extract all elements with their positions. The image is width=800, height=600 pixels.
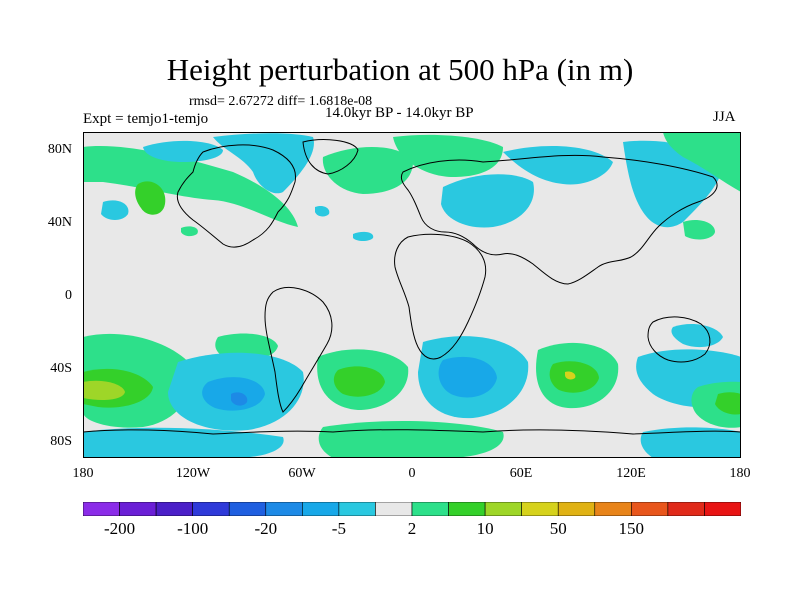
season-label: JJA xyxy=(713,109,736,125)
colorbar-swatch xyxy=(83,502,120,516)
anomaly-patch xyxy=(565,371,576,380)
lon-tick-label: 180 xyxy=(72,466,94,481)
colorbar-label: 150 xyxy=(618,519,645,538)
colorbar-label: -20 xyxy=(254,519,278,538)
lon-tick-label: 60E xyxy=(509,466,533,481)
lat-tick-label: 40S xyxy=(50,361,72,376)
period-label: 14.0kyr BP - 14.0kyr BP xyxy=(325,105,474,121)
colorbar-swatch xyxy=(119,502,157,516)
coastline-antarctica xyxy=(83,429,741,435)
anomaly-patch xyxy=(393,134,503,177)
experiment-label: Expt = temjo1-temjo xyxy=(83,111,209,127)
coastline-south-america xyxy=(264,287,333,413)
lat-tick-label: 40N xyxy=(47,215,72,230)
colorbar-swatch xyxy=(302,502,340,516)
lat-tick-label: 80S xyxy=(50,434,72,449)
anomaly-patch xyxy=(143,140,223,162)
anomaly-patch xyxy=(83,146,298,227)
colorbar-swatch xyxy=(594,502,632,516)
lon-tick-label: 120E xyxy=(616,466,646,481)
lon-tick-label: 0 xyxy=(408,466,416,481)
colorbar-swatch xyxy=(192,502,230,516)
rmsd-stats: rmsd= 2.67272 diff= 1.6818e-08 xyxy=(189,94,373,109)
anomaly-patches-north xyxy=(83,132,741,241)
colorbar-label: -5 xyxy=(331,519,346,538)
anomaly-patch xyxy=(715,392,741,415)
anomaly-patch xyxy=(318,420,504,458)
colorbar-swatch xyxy=(667,502,705,516)
coastline-north-america xyxy=(176,144,297,248)
coastline-africa xyxy=(394,233,487,360)
colorbar-swatch xyxy=(411,502,449,516)
colorbar xyxy=(83,502,741,516)
anomaly-patch xyxy=(181,226,198,237)
colorbar-swatch xyxy=(375,502,413,516)
colorbar-swatch xyxy=(521,502,559,516)
map-panel xyxy=(83,132,741,458)
anomaly-patch xyxy=(231,392,248,406)
lat-tick-label: 80N xyxy=(47,142,72,157)
anomaly-patch xyxy=(322,146,413,194)
colorbar-label: 2 xyxy=(407,519,417,538)
colorbar-swatch xyxy=(557,502,596,516)
map-title: Height perturbation at 500 hPa (in m) xyxy=(166,52,634,87)
colorbar-swatch xyxy=(704,502,741,516)
anomaly-patch xyxy=(213,133,314,194)
anomaly-patch xyxy=(663,132,741,192)
coastline-australia xyxy=(647,316,711,363)
anomaly-patch xyxy=(640,427,741,458)
anomaly-patch xyxy=(438,356,497,398)
lon-tick-label: 60W xyxy=(288,466,316,481)
map-frame xyxy=(83,132,741,458)
lon-tick-label: 120W xyxy=(175,466,211,481)
colorbar-label: -200 xyxy=(104,519,136,538)
colorbar-swatch xyxy=(631,502,669,516)
colorbar-swatch xyxy=(484,502,522,516)
colorbar-label: -100 xyxy=(177,519,209,538)
anomaly-patch xyxy=(83,427,284,458)
colorbar-swatch xyxy=(448,502,486,516)
anomaly-patch xyxy=(333,366,385,397)
anomaly-patch xyxy=(83,380,125,400)
anomaly-patch xyxy=(101,200,129,220)
lat-tick-label: 0 xyxy=(65,288,72,303)
coastline-greenland xyxy=(302,139,359,175)
anomaly-patch xyxy=(315,205,330,217)
anomaly-patch xyxy=(441,174,534,228)
colorbar-swatch xyxy=(228,502,267,516)
coastlines xyxy=(83,139,741,435)
colorbar-label: 50 xyxy=(549,519,567,538)
anomaly-patch xyxy=(135,181,166,215)
colorbar-label: 10 xyxy=(476,519,494,538)
lon-tick-label: 180 xyxy=(729,466,751,481)
anomaly-patches-south xyxy=(83,323,741,458)
colorbar-swatch xyxy=(265,502,303,516)
colorbar-swatch xyxy=(155,502,193,516)
anomaly-patch xyxy=(353,231,374,241)
coastline-europe-asia xyxy=(400,154,718,285)
anomaly-patch xyxy=(683,220,715,240)
colorbar-swatch xyxy=(338,502,376,516)
